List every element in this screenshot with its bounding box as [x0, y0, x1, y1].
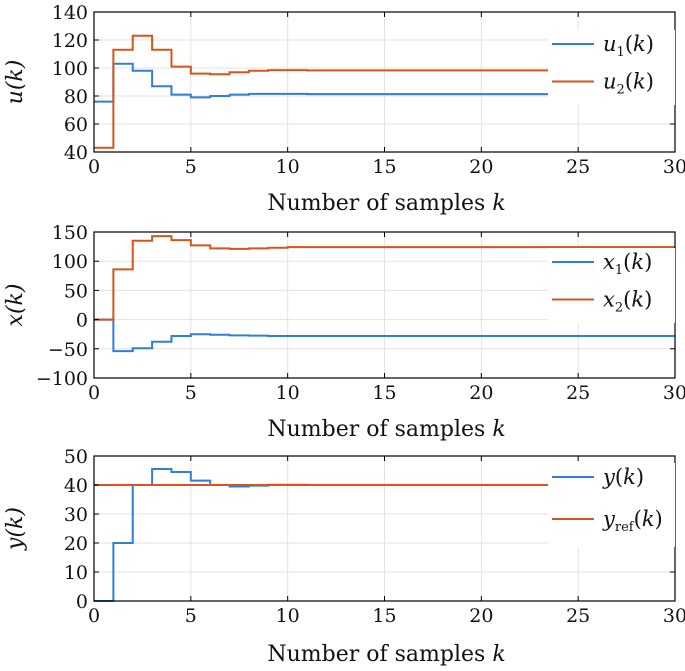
x-tick-label: 30	[663, 382, 685, 404]
x-tick-label: 5	[185, 156, 197, 178]
legend-label: x2(k)	[603, 288, 652, 316]
legend-box	[548, 30, 675, 105]
y-tick-label: 60	[64, 114, 88, 136]
x-tick-label: 15	[372, 156, 396, 178]
series-line-u2(k)	[94, 34, 675, 149]
legend: x1(k) x2(k)	[548, 248, 675, 323]
chart-panel-1: 0 5 10 15 20 25 30 40 60 80 100 120 140 Number of sam…	[3, 2, 685, 216]
x-tick-label: 10	[276, 382, 300, 404]
legend: y(k) yref(k)	[548, 463, 675, 547]
x-tick-label: 25	[566, 382, 590, 404]
y-tick-label: 140	[52, 2, 88, 24]
legend: u1(k) u2(k)	[548, 30, 675, 105]
x-tick-label: 5	[185, 605, 197, 627]
y-tick-label: 150	[52, 222, 88, 244]
y-tick-label: 40	[64, 142, 88, 164]
y-tick-label: 80	[64, 86, 88, 108]
x-tick-label: 25	[566, 605, 590, 627]
y-axis-label: u(k)	[3, 60, 28, 105]
x-tick-label: 20	[469, 605, 493, 627]
x-tick-label: 20	[469, 156, 493, 178]
x-tick-label: 0	[88, 156, 100, 178]
legend-label: u2(k)	[603, 70, 654, 98]
x-tick-label: 10	[276, 156, 300, 178]
y-tick-label: 30	[64, 504, 88, 526]
y-tick-label: 20	[64, 533, 88, 555]
x-tick-label: 5	[185, 382, 197, 404]
legend-label: x1(k)	[603, 250, 652, 278]
series-line-x1(k)	[94, 318, 675, 353]
legend-box	[548, 248, 675, 323]
y-tick-label: 100	[52, 58, 88, 80]
x-axis-label: Number of samples k	[267, 642, 505, 667]
y-axis-label: y(k)	[3, 507, 28, 551]
y-axis-label: x(k)	[3, 284, 28, 327]
y-tick-label: −100	[36, 368, 88, 390]
y-tick-label: 50	[64, 280, 88, 302]
y-tick-label: 50	[64, 446, 88, 468]
legend-label: u1(k)	[603, 32, 654, 60]
y-tick-label: 10	[64, 562, 88, 584]
y-tick-label: 100	[52, 251, 88, 273]
y-tick-label: 0	[76, 310, 88, 332]
x-tick-label: 20	[469, 382, 493, 404]
x-tick-label: 0	[88, 605, 100, 627]
x-axis-label: Number of samples k	[267, 191, 505, 216]
x-tick-label: 25	[566, 156, 590, 178]
x-tick-label: 0	[88, 382, 100, 404]
x-tick-label: 15	[372, 605, 396, 627]
series-line-x2(k)	[94, 235, 675, 321]
x-tick-label: 30	[663, 605, 685, 627]
x-tick-label: 30	[663, 156, 685, 178]
x-tick-label: 15	[372, 382, 396, 404]
y-tick-label: 0	[76, 591, 88, 613]
y-tick-label: 120	[52, 30, 88, 52]
y-tick-label: 40	[64, 475, 88, 497]
y-tick-label: −50	[48, 339, 88, 361]
legend-label: yref(k)	[602, 507, 663, 535]
x-axis-label: Number of samples k	[267, 417, 505, 442]
legend-label: y(k)	[602, 465, 644, 489]
x-tick-label: 10	[276, 605, 300, 627]
